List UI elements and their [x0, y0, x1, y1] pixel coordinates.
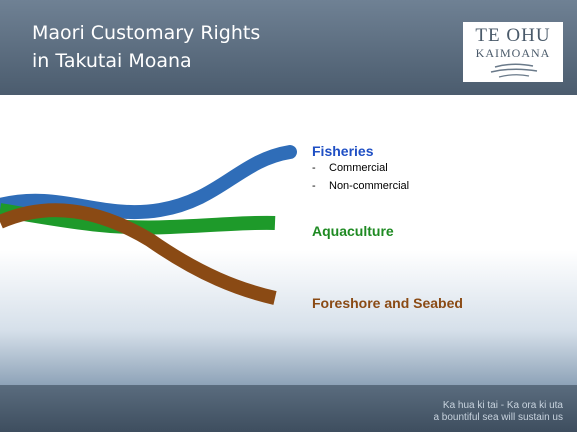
ropes: [0, 130, 300, 330]
sub-item: -Commercial: [312, 162, 388, 174]
sub-item-text: Commercial: [329, 162, 388, 174]
sub-item-text: Non-commercial: [329, 180, 409, 192]
bullet: -: [312, 162, 329, 174]
title-line: Maori Customary Rights: [32, 22, 260, 44]
item-label: Foreshore and Seabed: [312, 295, 463, 311]
footer-text: Ka hua ki tai - Ka ora ki uta: [443, 400, 563, 411]
item-label: Aquaculture: [312, 223, 394, 239]
slide: Maori Customary Rights in Takutai Moana …: [0, 0, 577, 432]
title-line: in Takutai Moana: [32, 50, 192, 72]
sub-item: -Non-commercial: [312, 180, 409, 192]
logo-waves: [463, 22, 563, 82]
bullet: -: [312, 180, 329, 192]
footer: Ka hua ki tai - Ka ora ki uta a bountifu…: [0, 385, 577, 432]
item-label: Fisheries: [312, 143, 373, 159]
logo: TE OHU KAIMOANA: [463, 22, 563, 82]
footer-text: a bountiful sea will sustain us: [433, 412, 563, 423]
